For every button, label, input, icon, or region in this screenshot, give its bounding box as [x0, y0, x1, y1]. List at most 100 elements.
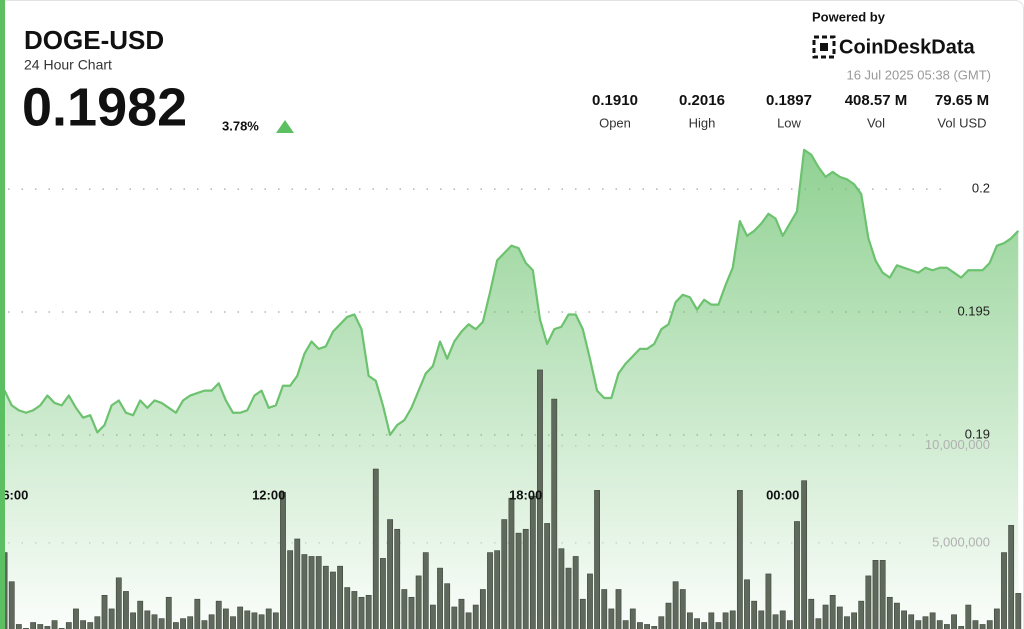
- volume-bar: [429, 604, 436, 629]
- x-tick-label: 00:00: [766, 487, 799, 502]
- volume-bar: [387, 519, 393, 629]
- volume-bar: [744, 579, 750, 629]
- volume-bar: [822, 604, 829, 629]
- accent-bar: [0, 0, 5, 629]
- stat-label: Low: [777, 115, 801, 130]
- volume-bar: [180, 618, 186, 629]
- volume-bar: [237, 606, 244, 629]
- volume-bar: [986, 620, 993, 629]
- volume-bar: [786, 620, 793, 629]
- volume-bar: [551, 398, 558, 629]
- volume-bar: [1008, 525, 1015, 629]
- volume-bar: [879, 560, 886, 629]
- volume-bar: [451, 606, 458, 629]
- volume-bar: [572, 556, 579, 629]
- volume-bar: [165, 596, 172, 629]
- volume-bar: [330, 571, 336, 629]
- volume-bar: [901, 610, 907, 629]
- title: DOGE-USD: [24, 25, 164, 55]
- volume-bar: [708, 612, 715, 629]
- volume-bar: [123, 591, 129, 629]
- volume-bar: [458, 598, 465, 629]
- volume-bar: [608, 608, 615, 629]
- volume-bar: [208, 614, 215, 629]
- volume-bar: [437, 567, 443, 629]
- volume-bar: [472, 604, 479, 629]
- volume-bar: [94, 616, 101, 629]
- volume-bar: [130, 612, 136, 629]
- volume-bar: [644, 624, 650, 629]
- y-tick-label: 0.19: [965, 426, 990, 441]
- volume-bar: [365, 595, 372, 629]
- volume-bar: [637, 622, 643, 629]
- volume-bar: [201, 620, 208, 629]
- volume-bar: [494, 550, 501, 629]
- volume-bar: [158, 618, 165, 629]
- volume-bar: [144, 610, 151, 629]
- volume-bar: [479, 589, 486, 629]
- volume-bar: [779, 610, 786, 629]
- volume-bar: [565, 567, 572, 629]
- volume-bar: [230, 616, 236, 629]
- volume-bar: [537, 369, 543, 629]
- volume-bar: [587, 573, 593, 629]
- volume-bar: [244, 610, 251, 629]
- volume-bar: [8, 581, 15, 629]
- volume-bar: [758, 610, 765, 629]
- subtitle: 24 Hour Chart: [24, 57, 112, 73]
- volume-bar: [715, 622, 722, 629]
- area-fill: [5, 149, 1019, 629]
- x-tick-label: 12:00: [252, 487, 285, 502]
- volume-bar: [372, 468, 379, 629]
- volume-bar: [936, 620, 943, 629]
- stat-value: 408.57 M: [845, 92, 908, 109]
- volume-bar: [686, 612, 693, 629]
- stat-label: Vol: [867, 115, 885, 130]
- stat-label: Open: [599, 115, 631, 130]
- y2-tick-label: 10,000,000: [925, 437, 990, 452]
- stat-value: 0.1910: [592, 92, 638, 109]
- stat-value: 0.2016: [679, 92, 725, 109]
- stat-label: High: [689, 115, 716, 130]
- labels: 0.19 0.195 0.2 5,000,000 10,000,000 06:00 12:0…: [0, 181, 990, 550]
- volume-bar: [508, 497, 515, 629]
- stat-label: Vol USD: [937, 115, 986, 130]
- volume-bar: [579, 598, 586, 629]
- volume-bar: [444, 583, 451, 629]
- volume-bar: [751, 600, 758, 629]
- volume-bar: [15, 624, 22, 629]
- volume-bar: [694, 618, 700, 629]
- volume-bar: [929, 612, 936, 629]
- volume-bar: [151, 614, 158, 629]
- volume-bar: [322, 565, 329, 629]
- volume-bar: [422, 552, 429, 629]
- stat-value: 79.65 M: [935, 92, 989, 109]
- volume-bar: [315, 556, 322, 629]
- volume-bar: [965, 604, 972, 629]
- volume-bar: [794, 521, 800, 629]
- volume-bar: [301, 554, 308, 629]
- volume-bar: [215, 600, 222, 629]
- volume-bar: [358, 596, 365, 629]
- volume-bar: [280, 492, 286, 629]
- volume-bar: [651, 626, 658, 629]
- volume-bar: [1015, 593, 1022, 629]
- volume-bar: [87, 622, 94, 629]
- volume-bar: [487, 552, 493, 629]
- volume-bar: [37, 624, 44, 629]
- volume-bar: [529, 495, 536, 629]
- volume-bar: [108, 608, 115, 629]
- volume-bar: [501, 519, 508, 629]
- volume-bar: [908, 614, 915, 629]
- volume-bar: [658, 616, 665, 629]
- volume-bar: [522, 528, 529, 629]
- volume-bar: [408, 596, 415, 629]
- brand-logo: [812, 35, 836, 59]
- volume-bar: [951, 614, 957, 629]
- volume-bar: [73, 608, 79, 629]
- powered-by: Powered by: [812, 9, 886, 24]
- volume-bar: [765, 573, 772, 629]
- volume-bar: [872, 560, 879, 629]
- volume-bar: [194, 598, 201, 629]
- volume-bar: [258, 614, 265, 629]
